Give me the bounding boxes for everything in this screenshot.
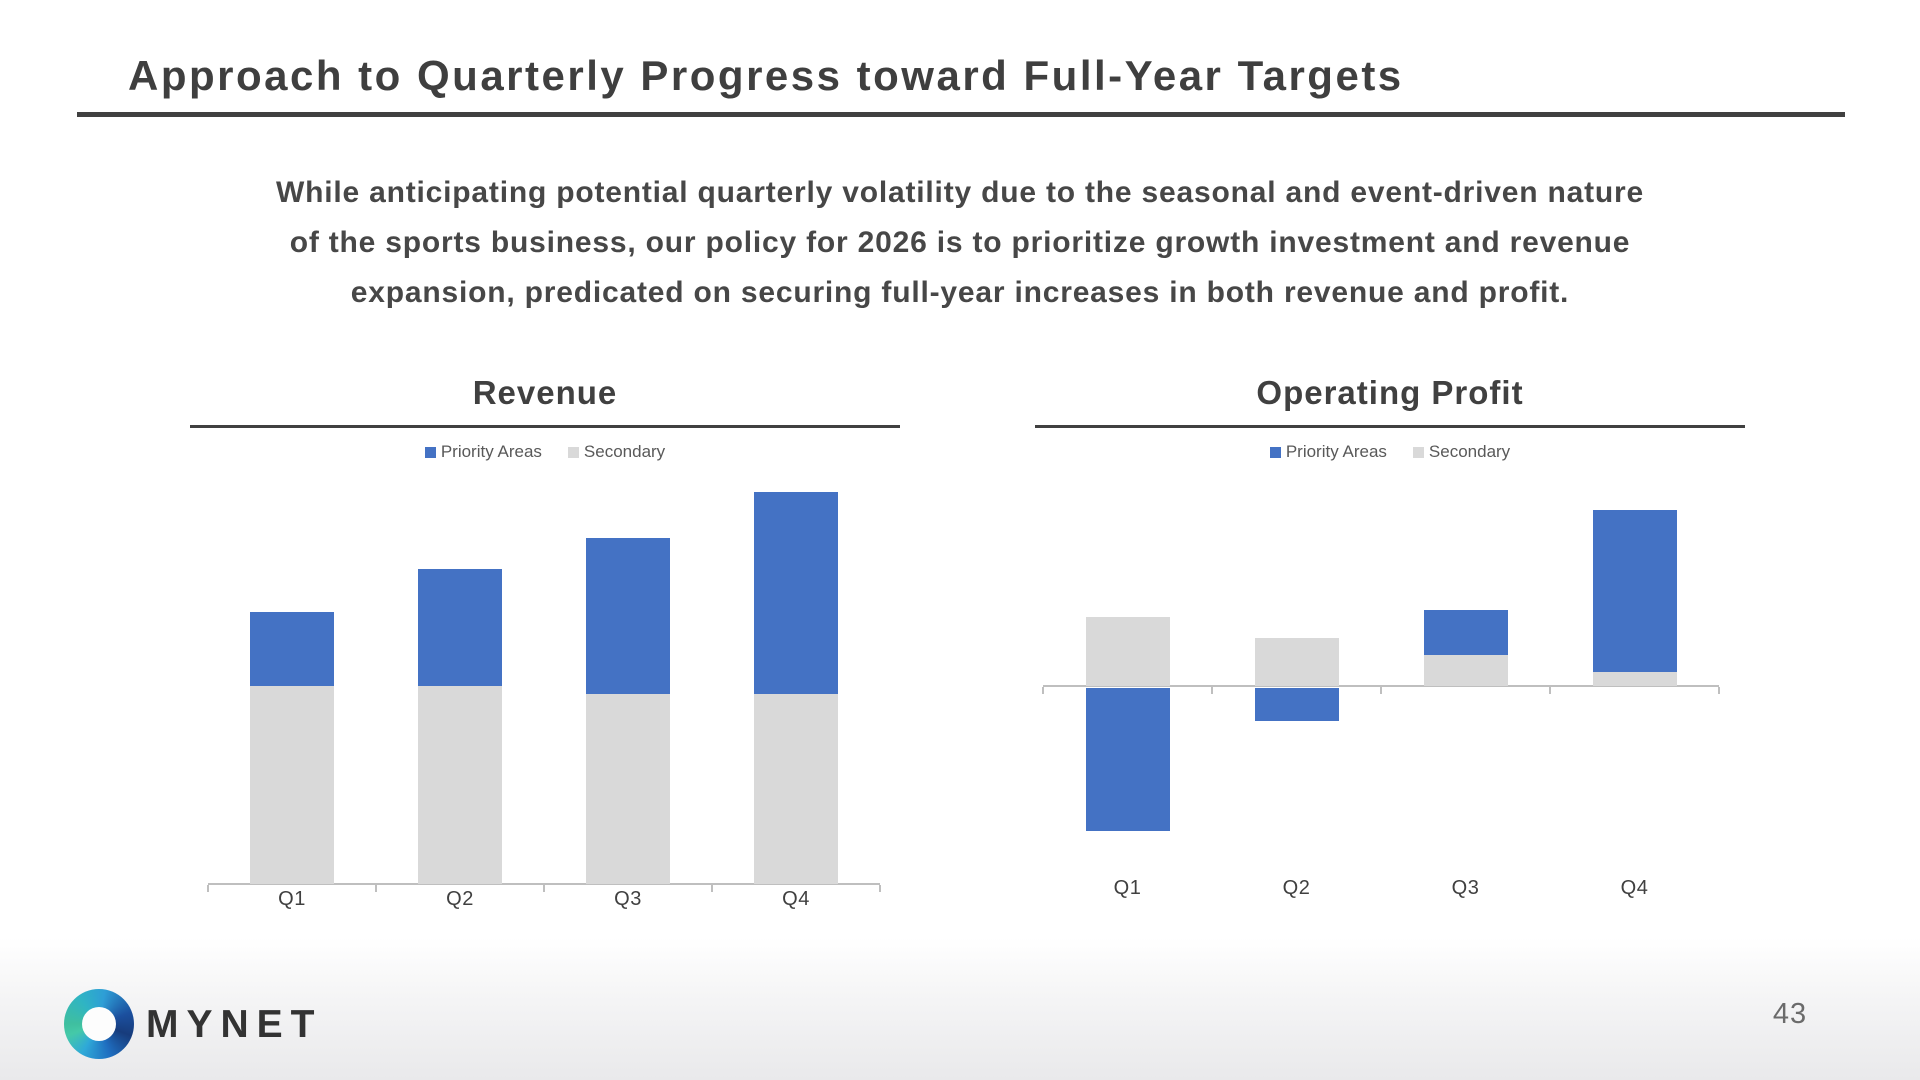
axis-tick [1380,687,1382,695]
axis-tick [1042,687,1044,695]
revenue-chart-plot: Q1 Q2 Q3 Q4 [190,480,900,910]
title-underline-rule [77,112,1845,117]
legend-swatch-icon [1412,446,1424,458]
intro-line-3: expansion, predicated on securing full-y… [350,276,1570,309]
bar-segment-q2-secondary [1254,637,1339,687]
operating-profit-chart: Operating Profit Priority Areas Secondary… [1035,372,1745,932]
bar-segment-q3-priority-areas [1423,610,1508,656]
axis-tick [1718,687,1720,695]
axis-tick [711,885,713,892]
axis-tick [543,885,545,892]
category-label-q4: Q4 [1620,877,1649,899]
brand-wordmark: MYNET [146,1003,323,1046]
axis-tick [207,885,209,892]
revenue-chart-legend: Priority Areas Secondary [190,442,900,462]
category-label-q3: Q3 [614,888,642,910]
legend-label: Secondary [1428,442,1511,461]
legend-item-priority-areas: Priority Areas [1269,442,1387,462]
slide-title: Approach to Quarterly Progress toward Fu… [128,52,1404,99]
operating-profit-chart-plot: Q1 Q2 Q3 Q4 [1035,500,1745,899]
category-label-q4: Q4 [782,888,810,910]
legend-swatch-icon [567,446,579,458]
bar-segment-q1-secondary [1085,616,1170,687]
axis-tick [1549,687,1551,695]
intro-line-2: of the sports business, our policy for 2… [289,226,1631,259]
category-axis-line [1043,685,1719,688]
operating-profit-chart-legend: Priority Areas Secondary [1035,442,1745,462]
mynet-logo-icon [64,989,134,1059]
revenue-chart-title: Revenue [472,374,618,411]
bar-segment-q1-priority-areas [1085,688,1170,831]
category-axis-line [208,883,880,885]
intro-line-1: While anticipating potential quarterly v… [276,176,1644,209]
legend-label: Secondary [583,442,666,461]
bar-segment-q3-secondary [1423,655,1508,687]
bar-segment-q4-priority-areas [1592,509,1677,672]
axis-tick [375,885,377,892]
revenue-chart: Revenue Priority Areas Secondary Q1 Q2 Q3 Q4 [190,372,900,932]
legend-item-secondary: Secondary [567,442,666,462]
category-label-q2: Q2 [446,888,474,910]
category-label-q1: Q1 [278,888,306,910]
bar-segment-q3-secondary [586,693,670,884]
bar-segment-q4-secondary [1592,671,1677,687]
footer-band [0,938,1920,1080]
page-number: 43 [1772,998,1808,1030]
operating-profit-chart-underline [1035,425,1745,428]
axis-tick [879,885,881,892]
intro-paragraph: While anticipating potential quarterly v… [0,168,1920,318]
bar-segment-q2-secondary [418,685,502,884]
legend-swatch-icon [424,446,436,458]
bar-segment-q2-priority-areas [1254,688,1339,721]
operating-profit-chart-title: Operating Profit [1256,374,1524,411]
bar-segment-q4-secondary [754,693,838,884]
revenue-chart-underline [190,425,900,428]
legend-label: Priority Areas [440,442,542,461]
axis-tick [1211,687,1213,695]
legend-label: Priority Areas [1285,442,1387,461]
legend-item-secondary: Secondary [1412,442,1511,462]
legend-item-priority-areas: Priority Areas [424,442,542,462]
bar-segment-q1-secondary [250,685,334,884]
category-label-q3: Q3 [1451,877,1480,899]
bar-segment-q2-priority-areas [418,569,502,686]
category-label-q2: Q2 [1282,877,1311,899]
bar-segment-q3-priority-areas [586,538,670,694]
category-label-q1: Q1 [1113,877,1142,899]
bar-segment-q4-priority-areas [754,491,838,694]
bar-segment-q1-priority-areas [250,612,334,686]
legend-swatch-icon [1269,446,1281,458]
